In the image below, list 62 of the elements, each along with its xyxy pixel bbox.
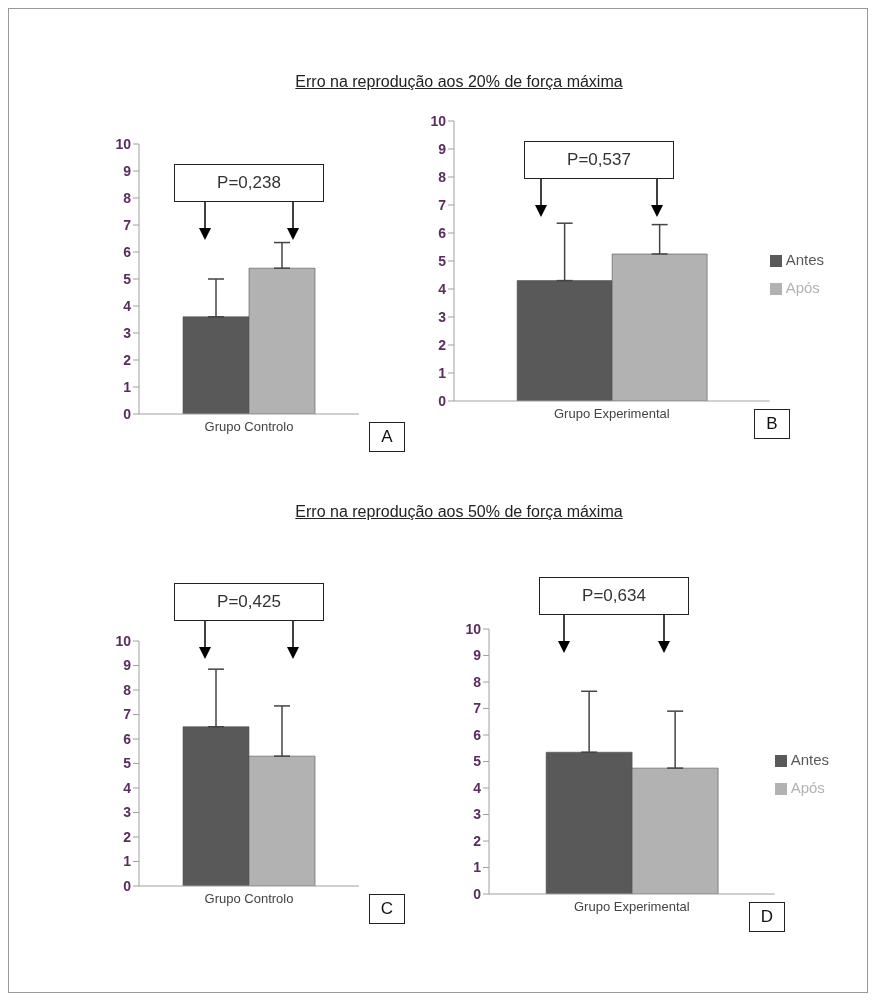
y-tick-label: 1 xyxy=(438,364,447,381)
y-tick-label: 3 xyxy=(123,324,132,341)
legend-label: Antes xyxy=(785,250,824,268)
y-tick-label: 6 xyxy=(473,726,482,743)
y-tick-label: 10 xyxy=(115,632,132,649)
y-tick-label: 2 xyxy=(123,828,132,845)
x-tick-label: Grupo Controlo xyxy=(204,891,294,907)
y-tick-label: 6 xyxy=(123,730,132,747)
y-tick-label: 10 xyxy=(465,620,482,637)
x-tick-label: Grupo Controlo xyxy=(204,419,294,435)
y-tick-label: 9 xyxy=(123,162,132,179)
y-tick-label: 5 xyxy=(123,755,132,772)
legend-label: Após xyxy=(790,779,825,796)
y-tick-label: 9 xyxy=(438,140,447,157)
chart-title: Erro na reprodução aos 50% de força máxima xyxy=(294,503,624,521)
y-tick-label: 0 xyxy=(123,877,132,894)
text: D xyxy=(749,902,785,932)
y-tick-label: 0 xyxy=(123,405,132,422)
chart-title: Erro na reprodução aos 20% de força máxima xyxy=(294,73,624,91)
y-tick-label: 7 xyxy=(438,196,447,213)
y-tick-label: 5 xyxy=(438,252,447,269)
y-tick-label: 9 xyxy=(123,657,132,674)
y-tick-label: 10 xyxy=(430,112,447,129)
y-tick-label: 5 xyxy=(473,753,482,770)
y-tick-label: 7 xyxy=(123,706,132,723)
y-tick-label: 7 xyxy=(123,216,132,233)
y-tick-label: 4 xyxy=(438,280,447,297)
callout-box: P=0,537 xyxy=(524,141,674,179)
y-tick-label: 8 xyxy=(438,168,447,185)
y-tick-label: 2 xyxy=(438,336,447,353)
legend-label: Antes xyxy=(790,751,829,768)
text: A xyxy=(369,422,405,452)
text: C xyxy=(369,894,405,924)
y-tick-label: 4 xyxy=(123,779,132,796)
y-tick-label: 3 xyxy=(123,804,132,821)
y-tick-label: 8 xyxy=(473,673,482,690)
x-tick-label: Grupo Experimental xyxy=(574,899,690,915)
y-tick-label: 3 xyxy=(438,308,447,325)
y-tick-label: 8 xyxy=(123,681,132,698)
x-tick-label: Grupo Experimental xyxy=(554,406,670,422)
y-tick-label: 1 xyxy=(473,859,482,876)
y-tick-label: 6 xyxy=(123,243,132,260)
y-tick-label: 8 xyxy=(123,189,132,206)
legend-label: Após xyxy=(785,278,820,296)
callout-box: P=0,634 xyxy=(539,577,689,615)
y-tick-label: 2 xyxy=(123,351,132,368)
y-tick-label: 4 xyxy=(473,779,482,796)
callout-box: P=0,238 xyxy=(174,164,324,202)
callout-box: P=0,425 xyxy=(174,583,324,621)
y-tick-label: 6 xyxy=(438,224,447,241)
y-tick-label: 0 xyxy=(438,392,447,409)
y-tick-label: 2 xyxy=(473,832,482,849)
y-tick-label: 5 xyxy=(123,270,132,287)
y-tick-label: 1 xyxy=(123,853,132,870)
y-tick-label: 0 xyxy=(473,885,482,902)
y-tick-label: 10 xyxy=(115,135,132,152)
y-tick-label: 3 xyxy=(473,806,482,823)
y-tick-label: 9 xyxy=(473,647,482,664)
y-tick-label: 1 xyxy=(123,378,132,395)
text: B xyxy=(754,409,790,439)
y-tick-label: 7 xyxy=(473,700,482,717)
y-tick-label: 4 xyxy=(123,297,132,314)
